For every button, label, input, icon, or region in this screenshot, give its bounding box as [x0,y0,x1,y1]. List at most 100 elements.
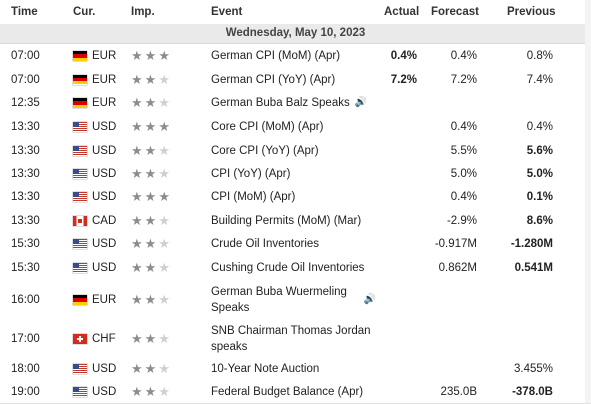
table-row[interactable]: 19:00 USD ★ ★ ★ Federal Budget Balance (Apr) 2… [0,380,591,404]
star-icon: ★ [158,260,172,275]
event-name[interactable]: German CPI (MoM) (Apr) [211,50,341,62]
previous-value: 5.0% [526,167,553,180]
flag-cell [73,185,87,209]
event-time: 12:35 [11,97,40,109]
event-name-cell[interactable]: Core CPI (MoM) (Apr) [211,115,376,139]
event-name[interactable]: CPI (MoM) (Apr) [211,191,296,203]
table-header: Time Cur. Imp. Event Actual Forecast Pre… [0,0,591,25]
event-name-cell[interactable]: CPI (MoM) (Apr) [211,185,376,209]
event-time: 19:00 [11,385,40,398]
star-icon: ★ [158,212,172,228]
event-name-cell[interactable]: German Buba Balz Speaks 🔊 [211,91,376,115]
forecast-value: 0.4% [450,50,477,62]
star-icon: ★ [158,189,172,204]
forecast-value: 7.2% [450,73,477,86]
currency-code: EUR [92,73,117,86]
previous-value [470,91,553,115]
event-time: 07:00 [11,73,40,86]
previous-value: -378.0B [512,385,553,398]
table-row[interactable]: 13:30 USD ★ ★ ★ Core CPI (YoY) (Apr) 5.5% 5.6% [0,139,591,163]
event-name[interactable]: Core CPI (MoM) (Apr) [211,121,324,133]
star-icon: ★ [131,330,145,346]
table-row[interactable]: 07:00 EUR ★ ★ ★ German CPI (YoY) (Apr) 7.2% 7.2… [0,68,591,92]
event-name[interactable]: 10-Year Note Auction [211,362,320,375]
table-row[interactable]: 13:30 CAD ★ ★ ★ Building Permits (MoM) (Mar) -… [0,209,591,233]
speaker-icon: 🔊 [363,294,376,305]
event-time: 15:30 [11,238,40,250]
event-name-cell[interactable]: Cushing Crude Oil Inventories [211,256,376,280]
importance-stars: ★ ★ ★ [131,232,172,256]
event-name[interactable]: Building Permits (MoM) (Mar) [211,214,362,227]
star-icon: ★ [144,383,159,399]
forecast-value: 0.4% [450,191,477,203]
star-icon: ★ [131,236,145,251]
column-header-forecast[interactable]: Forecast [431,6,479,18]
table-row[interactable]: 13:30 USD ★ ★ ★ CPI (MoM) (Apr) 0.4% 0.1% [0,185,591,210]
column-header-importance[interactable]: Imp. [131,6,155,18]
star-icon: ★ [131,71,145,87]
star-icon: ★ [144,142,159,158]
flag-cell [73,280,87,320]
flag-cell [73,115,87,139]
flag-cell [73,139,87,162]
event-name-cell[interactable]: German CPI (YoY) (Apr) [211,68,376,91]
column-header-previous[interactable]: Previous [507,6,556,18]
column-header-event[interactable]: Event [211,6,243,18]
importance-stars: ★ ★ ★ [131,162,172,185]
table-row[interactable]: 18:00 USD ★ ★ ★ 10-Year Note Auction 3.455% [0,357,591,381]
star-icon: ★ [131,189,145,204]
importance-stars: ★ ★ ★ [131,115,172,139]
scrollbar[interactable] [585,0,591,403]
column-header-actual[interactable]: Actual [384,6,420,18]
usa-flag-icon [73,192,87,202]
forecast-value: -2.9% [446,214,477,227]
event-name[interactable]: Core CPI (YoY) (Apr) [211,144,319,157]
event-name-cell[interactable]: Federal Budget Balance (Apr) [211,380,376,403]
column-header-time[interactable]: Time [11,6,38,18]
event-name[interactable]: German Buba Balz Speaks [211,97,350,109]
event-name[interactable]: CPI (YoY) (Apr) [211,167,291,180]
event-name-cell[interactable]: German Buba Wuermeling Speaks 🔊 [211,280,376,320]
table-row[interactable]: 16:00 EUR ★ ★ ★ German Buba Wuermeling Speaks… [0,280,591,321]
event-name[interactable]: Federal Budget Balance (Apr) [211,385,364,398]
table-row[interactable]: 12:35 EUR ★ ★ ★ German Buba Balz Speaks 🔊 [0,91,591,116]
flag-cell [73,68,87,91]
column-header-currency[interactable]: Cur. [73,6,96,18]
event-time: 07:00 [11,50,40,62]
table-row[interactable]: 13:30 USD ★ ★ ★ CPI (YoY) (Apr) 5.0% 5.0% [0,162,591,186]
event-name[interactable]: German CPI (YoY) (Apr) [211,73,336,86]
event-name[interactable]: German Buba Wuermeling Speaks [211,286,347,314]
event-name-cell[interactable]: German CPI (MoM) (Apr) [211,44,376,68]
forecast-value [400,320,477,357]
event-name-cell[interactable]: 10-Year Note Auction [211,357,376,380]
table-row[interactable]: 15:30 USD ★ ★ ★ Cushing Crude Oil Inventories… [0,256,591,281]
previous-value: 8.6% [526,214,553,227]
event-name-cell[interactable]: Core CPI (YoY) (Apr) [211,139,376,162]
forecast-value: 5.5% [450,144,477,157]
currency-code: USD [92,121,117,133]
table-row[interactable]: 17:00 CHF ★ ★ ★ SNB Chairman Thomas Jordan sp… [0,320,591,358]
star-icon: ★ [131,119,145,134]
usa-flag-icon [73,363,87,374]
star-icon: ★ [144,71,159,87]
flag-cell [73,320,87,357]
table-row[interactable]: 07:00 EUR ★ ★ ★ German CPI (MoM) (Apr) 0.4% 0.4… [0,44,591,69]
importance-stars: ★ ★ ★ [131,320,172,357]
previous-value: 0.4% [526,121,553,133]
star-icon: ★ [158,165,172,181]
table-row[interactable]: 15:30 USD ★ ★ ★ Crude Oil Inventories -0.917M -… [0,232,591,257]
star-icon: ★ [131,360,145,376]
usa-flag-icon [73,168,87,179]
event-name-cell[interactable]: SNB Chairman Thomas Jordan speaks [211,320,376,357]
table-row[interactable]: 13:30 USD ★ ★ ★ Core CPI (MoM) (Apr) 0.4% 0.4% [0,115,591,140]
canada-flag-icon [73,215,87,226]
previous-value: 0.8% [526,50,553,62]
event-name-cell[interactable]: Crude Oil Inventories [211,232,376,256]
forecast-value: 0.4% [450,121,477,133]
event-name-cell[interactable]: Building Permits (MoM) (Mar) [211,209,376,232]
event-name-cell[interactable]: CPI (YoY) (Apr) [211,162,376,185]
event-name[interactable]: SNB Chairman Thomas Jordan speaks [211,324,371,353]
event-name[interactable]: Cushing Crude Oil Inventories [211,262,365,274]
event-name[interactable]: Crude Oil Inventories [211,238,320,250]
forecast-value: 235.0B [440,385,477,398]
